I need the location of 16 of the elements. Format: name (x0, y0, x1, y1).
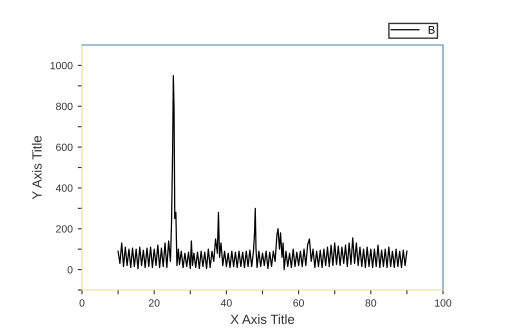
y-tick-label: 0 (68, 266, 73, 274)
x-tick-label: 100 (435, 299, 452, 307)
x-axis-title: X Axis Title (230, 314, 294, 324)
x-tick-label: 40 (220, 299, 232, 307)
y-tick-label: 400 (56, 184, 73, 192)
x-tick-label: 80 (365, 299, 376, 307)
y-axis-title: Y Axis Title (32, 136, 42, 200)
y-tick-label: 200 (56, 225, 73, 233)
x-tick-label: 20 (148, 299, 160, 307)
legend-label: B (428, 26, 435, 34)
y-tick-label: 600 (56, 144, 73, 151)
x-tick-label: 0 (80, 299, 84, 307)
y-tick-label: 1000 (50, 62, 73, 70)
line-series (117, 75, 408, 270)
y-tick-label: 800 (56, 102, 73, 110)
x-tick-label: 60 (293, 299, 304, 307)
